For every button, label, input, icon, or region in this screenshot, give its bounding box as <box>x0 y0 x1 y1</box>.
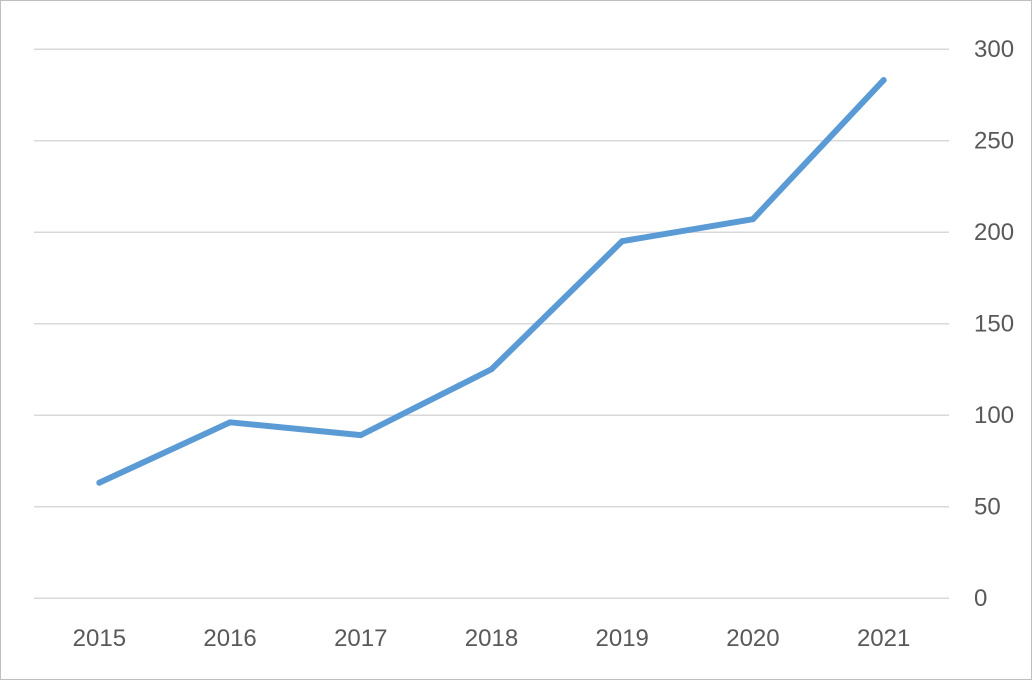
x-tick-label: 2020 <box>726 625 779 652</box>
data-point <box>880 77 887 84</box>
data-point <box>749 216 756 223</box>
y-tick-label: 50 <box>974 494 1001 521</box>
y-tick-label: 250 <box>974 128 1014 155</box>
y-tick-label: 300 <box>974 36 1014 63</box>
x-tick-label: 2019 <box>596 625 649 652</box>
y-axis-tick-labels: 0 50 100 150 200 250 300 <box>974 36 1014 612</box>
x-tick-label: 2021 <box>857 625 910 652</box>
data-point <box>357 432 364 439</box>
y-tick-label: 100 <box>974 402 1014 429</box>
data-point <box>227 419 234 426</box>
data-point <box>619 238 626 245</box>
y-tick-label: 200 <box>974 219 1014 246</box>
x-axis-tick-labels: 2015 2016 2017 2018 2019 2020 2021 <box>73 625 911 652</box>
x-tick-label: 2018 <box>465 625 518 652</box>
x-tick-label: 2015 <box>73 625 126 652</box>
data-point <box>96 479 103 486</box>
y-tick-label: 150 <box>974 311 1014 338</box>
y-tick-label: 0 <box>974 585 987 612</box>
x-tick-label: 2017 <box>334 625 387 652</box>
data-point <box>488 366 495 373</box>
x-tick-label: 2016 <box>203 625 256 652</box>
series-lines <box>96 77 887 486</box>
gridlines <box>34 48 949 599</box>
